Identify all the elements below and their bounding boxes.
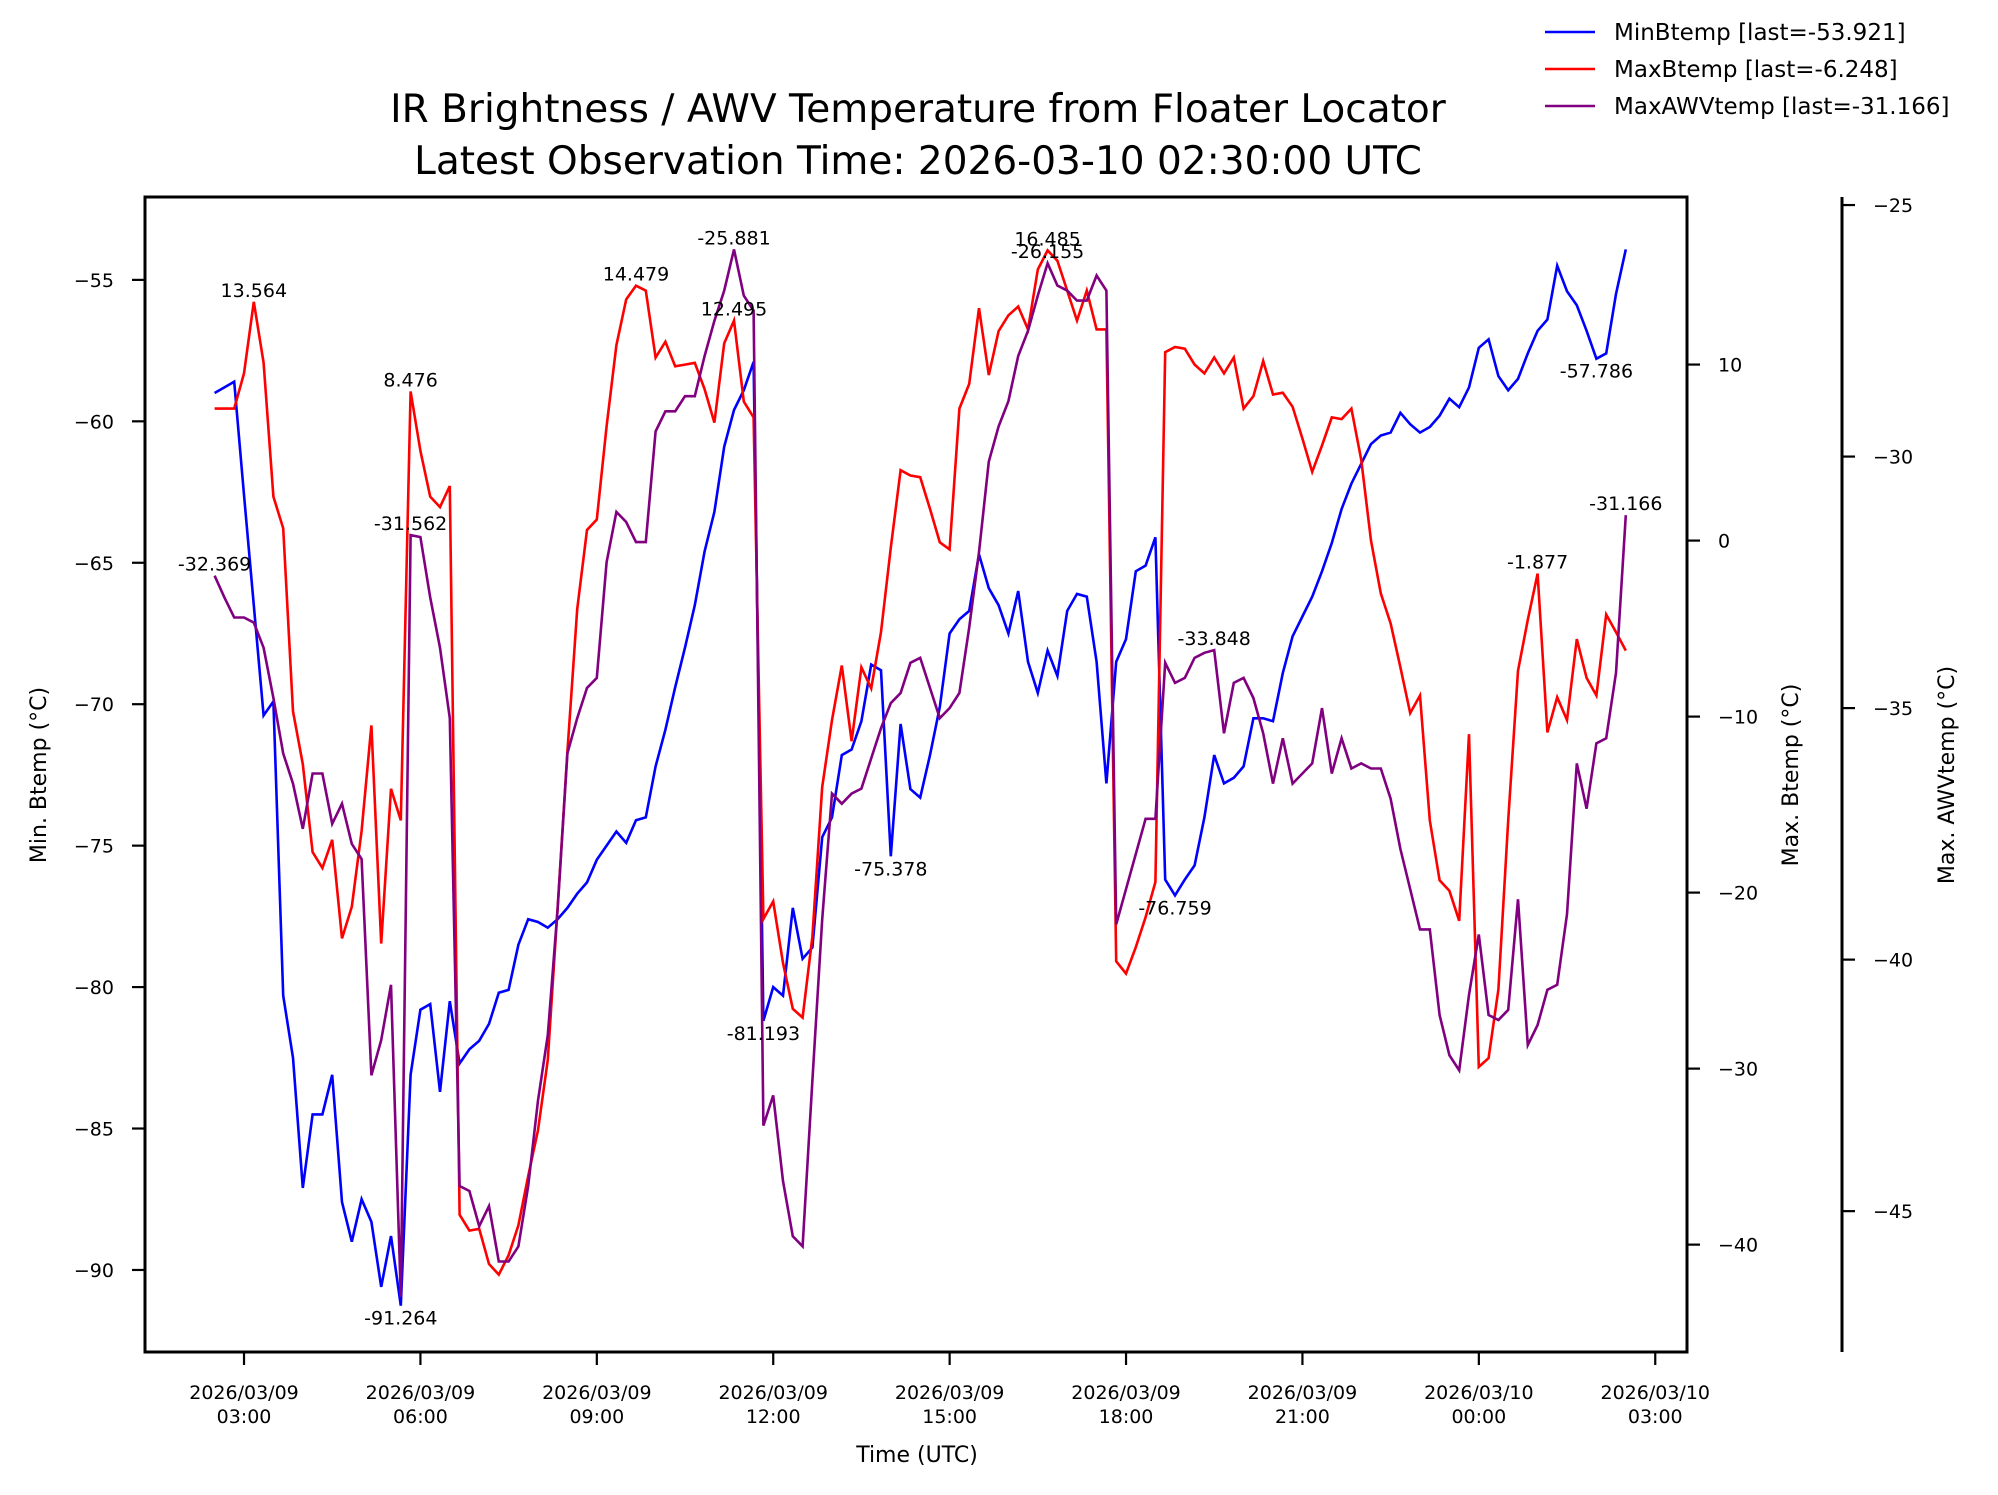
annotation-label: -32.369 bbox=[178, 554, 251, 576]
left-tick-label: −65 bbox=[74, 553, 114, 575]
legend-label-maxbtemp: MaxBtemp [last=-6.248] bbox=[1614, 57, 1898, 83]
legend: MinBtemp [last=-53.921] MaxBtemp [last=-… bbox=[1545, 20, 1949, 120]
legend-entry-maxawvtemp: MaxAWVtemp [last=-31.166] bbox=[1545, 94, 1949, 120]
x-tick-label-date: 2026/03/10 bbox=[1424, 1382, 1534, 1404]
right-tick-label: −20 bbox=[1718, 883, 1758, 905]
third-tick-label: −35 bbox=[1873, 698, 1913, 720]
annotation-label: -57.786 bbox=[1560, 361, 1633, 383]
x-tick-label-time: 06:00 bbox=[393, 1406, 448, 1428]
annotation-label: -1.877 bbox=[1507, 552, 1568, 574]
right-tick-label: −30 bbox=[1718, 1059, 1758, 1081]
chart-title: IR Brightness / AWV Temperature from Flo… bbox=[390, 87, 1447, 132]
annotations: 13.564 8.476 14.479 12.495 16.485 -1.877 -32.3… bbox=[178, 227, 1663, 1329]
left-axis-ticks: −55 −60 −65 −70 −75 −80 −85 −90 bbox=[74, 270, 145, 1282]
left-axis-label: Min. Btemp (°C) bbox=[27, 687, 52, 863]
x-tick-label-time: 09:00 bbox=[569, 1406, 624, 1428]
x-tick-label-date: 2026/03/09 bbox=[718, 1382, 828, 1404]
left-tick-label: −70 bbox=[74, 694, 114, 716]
legend-label-maxawvtemp: MaxAWVtemp [last=-31.166] bbox=[1614, 94, 1949, 120]
x-tick-label-date: 2026/03/09 bbox=[189, 1382, 299, 1404]
annotation-label: -33.848 bbox=[1178, 628, 1251, 650]
third-tick-label: −45 bbox=[1873, 1201, 1913, 1223]
series-line-minbtemp bbox=[213, 249, 1628, 1306]
annotation-label: -25.881 bbox=[697, 227, 770, 249]
x-tick-label-date: 2026/03/10 bbox=[1600, 1382, 1710, 1404]
x-tick-label-time: 00:00 bbox=[1451, 1406, 1506, 1428]
annotation-label: -75.378 bbox=[854, 858, 927, 880]
series-line-maxawvtemp bbox=[213, 249, 1628, 1297]
x-tick-label-time: 15:00 bbox=[922, 1406, 977, 1428]
left-tick-label: −80 bbox=[74, 977, 114, 999]
left-tick-label: −55 bbox=[74, 270, 114, 292]
x-axis-ticks: 2026/03/0903:002026/03/0906:002026/03/09… bbox=[189, 1352, 1710, 1428]
annotation-label: 14.479 bbox=[603, 264, 669, 286]
third-tick-label: −25 bbox=[1873, 195, 1913, 217]
third-tick-label: −30 bbox=[1873, 447, 1913, 469]
annotation-label: 16.485 bbox=[1014, 228, 1080, 250]
x-tick-label-time: 03:00 bbox=[217, 1406, 272, 1428]
x-tick-label-date: 2026/03/09 bbox=[1071, 1382, 1181, 1404]
x-tick-label-date: 2026/03/09 bbox=[1248, 1382, 1358, 1404]
annotation-label: -91.264 bbox=[364, 1308, 437, 1330]
x-tick-label-time: 12:00 bbox=[746, 1406, 801, 1428]
chart-subtitle: Latest Observation Time: 2026-03-10 02:3… bbox=[414, 139, 1422, 184]
series-line-maxbtemp bbox=[214, 248, 1627, 1277]
right-axis-ticks: 10 0 −10 −20 −30 −40 bbox=[1687, 355, 1758, 1257]
left-tick-label: −60 bbox=[74, 411, 114, 433]
annotation-label: 8.476 bbox=[383, 369, 437, 391]
x-axis-label: Time (UTC) bbox=[855, 1443, 978, 1468]
annotation-label: -81.193 bbox=[727, 1023, 800, 1045]
x-tick-label-date: 2026/03/09 bbox=[895, 1382, 1005, 1404]
x-tick-label-time: 03:00 bbox=[1628, 1406, 1683, 1428]
annotation-label: -31.562 bbox=[374, 513, 447, 535]
annotation-label: 13.564 bbox=[221, 280, 287, 302]
right-tick-label: 0 bbox=[1718, 531, 1730, 553]
legend-entry-maxbtemp: MaxBtemp [last=-6.248] bbox=[1545, 57, 1898, 83]
third-tick-label: −40 bbox=[1873, 950, 1913, 972]
left-tick-label: −75 bbox=[74, 836, 114, 858]
x-tick-label-time: 18:00 bbox=[1099, 1406, 1154, 1428]
right-tick-label: −40 bbox=[1718, 1235, 1758, 1257]
plot-series bbox=[213, 248, 1628, 1306]
third-axis-ticks: −25 −30 −35 −40 −45 bbox=[1842, 195, 1913, 1223]
axes-frame bbox=[143, 195, 1689, 1354]
legend-label-minbtemp: MinBtemp [last=-53.921] bbox=[1614, 20, 1906, 46]
right-axis-label: Max. Btemp (°C) bbox=[1779, 684, 1804, 867]
x-tick-label-time: 21:00 bbox=[1275, 1406, 1330, 1428]
left-tick-label: −90 bbox=[74, 1260, 114, 1282]
x-tick-label-date: 2026/03/09 bbox=[366, 1382, 476, 1404]
third-axis-label: Max. AWVtemp (°C) bbox=[1935, 666, 1960, 884]
legend-entry-minbtemp: MinBtemp [last=-53.921] bbox=[1545, 20, 1906, 46]
right-tick-label: −10 bbox=[1718, 707, 1758, 729]
left-tick-label: −85 bbox=[74, 1119, 114, 1141]
annotation-label: 12.495 bbox=[701, 299, 767, 321]
annotation-label: -31.166 bbox=[1589, 493, 1662, 515]
right-tick-label: 10 bbox=[1718, 355, 1742, 377]
x-tick-label-date: 2026/03/09 bbox=[542, 1382, 652, 1404]
annotation-label: -26.155 bbox=[1011, 241, 1084, 263]
annotation-label: -76.759 bbox=[1138, 897, 1211, 919]
